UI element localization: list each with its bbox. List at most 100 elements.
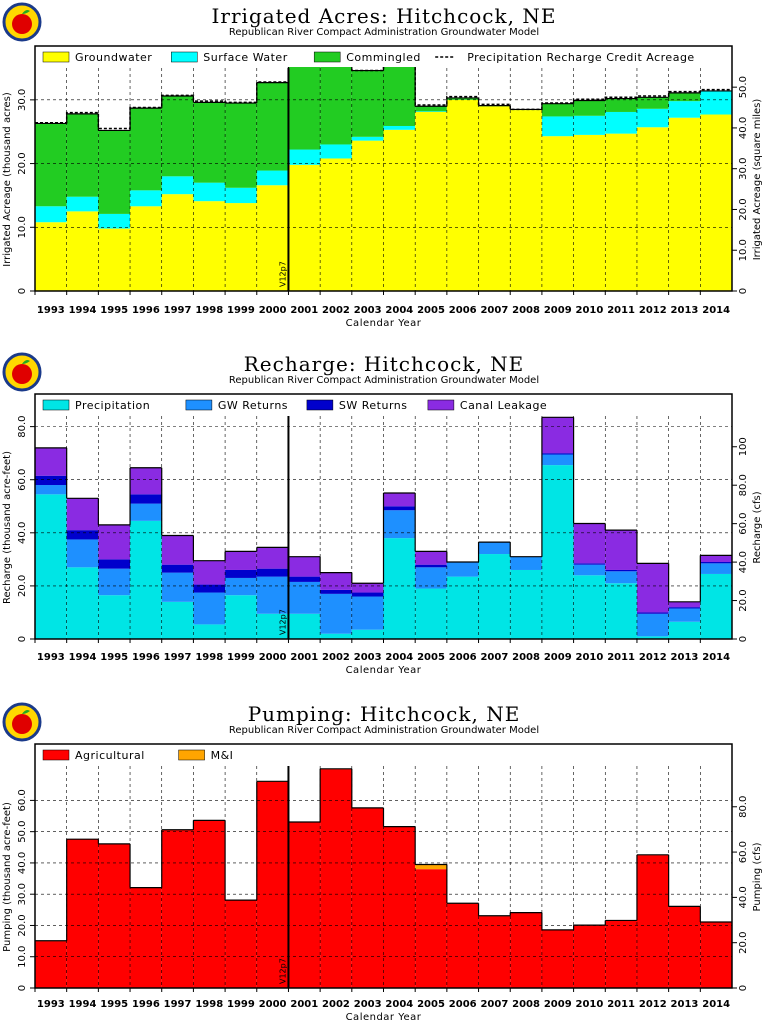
chart-subtitle: Republican River Compact Administration … (228, 375, 540, 386)
y-tick-label: 0 (17, 288, 28, 294)
bar-canal-leakage-1999 (225, 551, 257, 570)
bar-sw-returns-2010 (573, 563, 606, 565)
bar-groundwater-2003 (351, 140, 384, 291)
bar-canal-leakage-1995 (98, 524, 131, 560)
bar-commingled-1996 (130, 108, 162, 191)
bar-surface-water-1997 (161, 176, 194, 195)
x-tick-label: 2000 (259, 652, 287, 663)
apple-logo-icon (2, 2, 42, 42)
bar-agricultural-2011 (605, 920, 637, 988)
bar-canal-leakage-2001 (288, 556, 321, 577)
y2-tick-label: 60.0 (738, 513, 749, 535)
bar-commingled-1999 (225, 103, 257, 188)
bar-sw-returns-2004 (383, 506, 416, 511)
y-tick-label: 60.0 (17, 469, 28, 491)
x-tick-label: 2004 (385, 652, 413, 663)
bar-surface-water-2012 (636, 108, 669, 128)
x-tick-label: 2013 (671, 652, 699, 663)
y-tick-label: 40.0 (17, 522, 28, 544)
bar-agricultural-2009 (541, 930, 574, 988)
legend: Agricultural M&I (36, 745, 731, 765)
bar-groundwater-2013 (668, 117, 701, 291)
x-tick-label: 2000 (259, 999, 287, 1010)
irrigated-acres-chart: V12p7 Groundwater Surface Water Commingled P… (2, 45, 763, 329)
bar-precipitation-2013 (668, 621, 701, 639)
recharge-chart: V12p7 Precipitation GW Returns SW Returns Ca… (2, 393, 763, 676)
bar-gw-returns-2007 (478, 542, 511, 555)
chart-subtitle: Republican River Compact Administration … (228, 27, 540, 38)
x-tick-label: 2005 (417, 652, 445, 663)
bar-gw-returns-1999 (225, 577, 257, 596)
x-tick-label: 2003 (354, 652, 382, 663)
bar-commingled-1993 (35, 123, 67, 207)
bar-commingled-2011 (605, 98, 637, 112)
x-tick-label: 2004 (385, 305, 413, 316)
legend-label: Precipitation (75, 399, 150, 412)
legend-swatch (427, 399, 455, 411)
legend-label: Surface Water (203, 51, 287, 64)
pumping-chart: V12p7 Agricultural M&I 0 10.0 20.0 30.0 40.0 50.… (2, 743, 763, 1023)
bar-surface-water-1993 (35, 206, 67, 223)
bar-sw-returns-1998 (193, 584, 226, 593)
bar-surface-water-1998 (193, 182, 226, 202)
bar-commingled-1998 (193, 102, 226, 183)
bar-groundwater-2002 (320, 158, 352, 291)
x-tick-label: 1995 (100, 999, 128, 1010)
bar-surface-water-1994 (66, 196, 99, 212)
chart-title: Irrigated Acres: Hitchcock, NE (211, 4, 557, 28)
bar-canal-leakage-1998 (193, 560, 226, 585)
y-axis-right: 0 20.0 40.0 60.0 80.0 100 Recharge (cfs) (732, 437, 763, 642)
bar-gw-returns-2010 (573, 564, 606, 576)
bar-gw-returns-2011 (605, 571, 637, 584)
bar-gw-returns-2000 (256, 576, 289, 614)
bar-agricultural-2014 (700, 922, 732, 988)
x-tick-label: 2014 (702, 999, 730, 1010)
x-tick-label: 2005 (417, 999, 445, 1010)
bar-groundwater-1996 (130, 206, 162, 291)
bar-groundwater-2000 (256, 185, 289, 291)
bar-precipitation-1999 (225, 595, 257, 639)
x-axis: 1993 1994 1995 1996 1997 1998 1999 2000 2001 2002… (34, 291, 730, 329)
legend-label: Agricultural (75, 749, 145, 762)
bar-groundwater-1994 (66, 211, 99, 291)
bar-agricultural-2001 (288, 822, 321, 988)
bar-gw-returns-2005 (415, 567, 447, 589)
y-axis-left: 0 10.0 20.0 30.0 40.0 50.0 60.0 Pumping (thousa… (2, 789, 35, 991)
bar-gw-returns-1993 (35, 485, 67, 495)
bar-surface-water-2004 (383, 125, 416, 130)
bar-canal-leakage-2004 (383, 492, 416, 507)
y2-tick-label: 20.0 (738, 932, 749, 954)
logo-leaf (22, 710, 30, 714)
x-tick-label: 2006 (449, 305, 477, 316)
bar-canal-leakage-2014 (700, 555, 732, 563)
bar-sw-returns-2005 (415, 564, 447, 568)
bar-groundwater-1993 (35, 222, 67, 291)
x-tick-label: 2014 (702, 305, 730, 316)
bar-agricultural-2007 (478, 916, 511, 988)
marker-label: V12p7 (278, 261, 287, 287)
bar-groundwater-2014 (700, 114, 732, 291)
bar-agricultural-1993 (35, 941, 67, 988)
bar-agricultural-2012 (636, 855, 669, 988)
x-tick-label: 1998 (195, 305, 223, 316)
legend-label: Groundwater (75, 51, 152, 64)
irrigated-acres-panel: Irrigated Acres: Hitchcock, NE Republica… (0, 0, 768, 336)
logo-leaf (22, 10, 30, 14)
x-tick-label: 1993 (37, 305, 65, 316)
bar-precipitation-1998 (193, 624, 226, 639)
bar-surface-water-1999 (225, 187, 257, 204)
bar-canal-leakage-2010 (573, 523, 606, 564)
grid-layer (35, 416, 732, 639)
legend-background (36, 745, 731, 765)
x-tick-label: 1999 (227, 999, 255, 1010)
x-tick-label: 2008 (512, 305, 540, 316)
y-axis-label: Irrigated Acreage (thousand acres) (2, 92, 13, 267)
bar-canal-leakage-2000 (256, 547, 289, 569)
bar-precipitation-2006 (446, 576, 479, 639)
bar-gw-returns-2012 (636, 613, 669, 637)
x-tick-label: 1998 (195, 999, 223, 1010)
bar-surface-water-1995 (98, 213, 131, 229)
bar-gw-returns-2002 (320, 593, 352, 634)
x-tick-label: 2007 (480, 999, 508, 1010)
chart-title: Recharge: Hitchcock, NE (243, 352, 525, 376)
